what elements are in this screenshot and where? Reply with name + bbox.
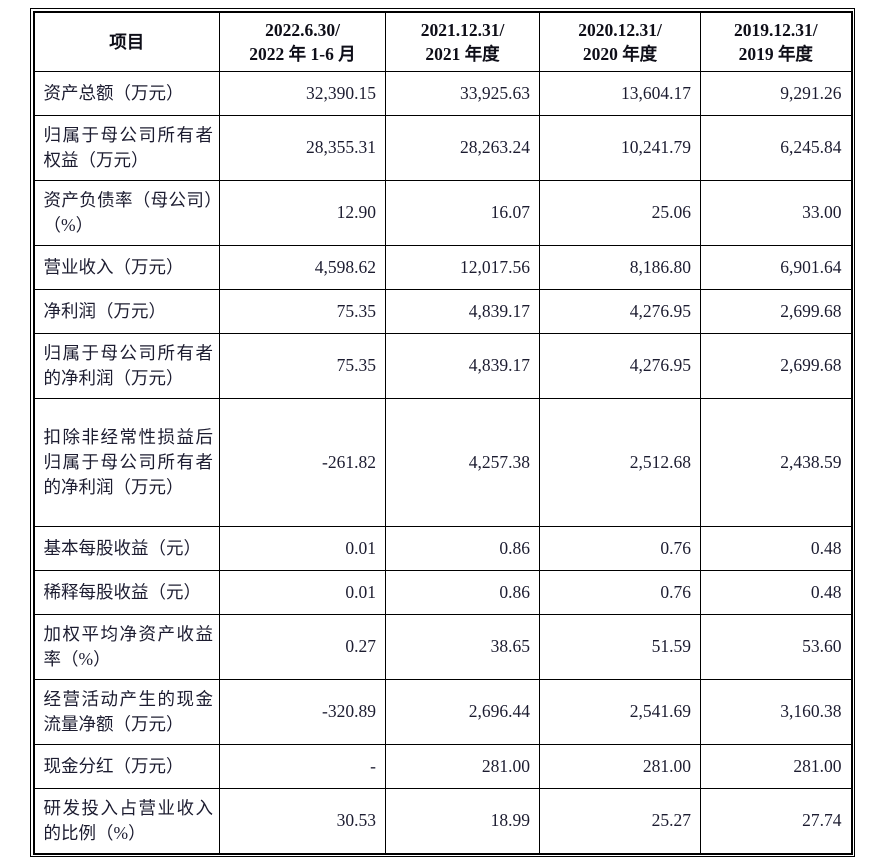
cell-value: 281.00: [539, 743, 701, 789]
cell-value: 13,604.17: [539, 70, 701, 116]
row-label: 资产总额（万元）: [33, 70, 220, 116]
column-header-2019: 2019.12.31/ 2019 年度: [700, 11, 852, 72]
cell-value: 6,245.84: [700, 114, 852, 181]
table-row-parent-equity: 归属于母公司所有者权益（万元） 28,355.31 28,263.24 10,2…: [33, 114, 852, 181]
column-header-2021: 2021.12.31/ 2021 年度: [385, 11, 540, 72]
row-label: 稀释每股收益（元）: [33, 569, 220, 615]
cell-value: 28,263.24: [385, 114, 540, 181]
cell-value: 281.00: [700, 743, 852, 789]
cell-value: 8,186.80: [539, 244, 701, 290]
row-label: 营业收入（万元）: [33, 244, 220, 290]
cell-value: 25.06: [539, 179, 701, 246]
cell-value: 0.86: [385, 525, 540, 571]
financial-summary-table: 项目 2022.6.30/ 2022 年 1-6 月 2021.12.31/ 2…: [32, 10, 853, 855]
cell-value: 9,291.26: [700, 70, 852, 116]
column-header-item: 项目: [33, 11, 220, 72]
header-period-line1: 2021.12.31/: [420, 19, 505, 40]
cell-value: 4,257.38: [385, 397, 540, 527]
cell-value: 75.35: [219, 332, 386, 399]
cell-value: 32,390.15: [219, 70, 386, 116]
row-label: 经营活动产生的现金流量净额（万元）: [33, 678, 220, 745]
table-row-basic-eps: 基本每股收益（元） 0.01 0.86 0.76 0.48: [33, 525, 852, 571]
header-row: 项目 2022.6.30/ 2022 年 1-6 月 2021.12.31/ 2…: [33, 11, 852, 72]
row-label: 扣除非经常性损益后归属于母公司所有者的净利润（万元）: [33, 397, 220, 527]
cell-value: -: [219, 743, 386, 789]
cell-value: 16.07: [385, 179, 540, 246]
cell-value: 0.48: [700, 525, 852, 571]
header-period-line2: 2021 年度: [425, 43, 500, 64]
header-period-line1: 2022.6.30/: [265, 19, 340, 40]
column-header-2020: 2020.12.31/ 2020 年度: [539, 11, 701, 72]
cell-value: 4,276.95: [539, 288, 701, 334]
cell-value: 2,438.59: [700, 397, 852, 527]
table-row-operating-cash-flow: 经营活动产生的现金流量净额（万元） -320.89 2,696.44 2,541…: [33, 678, 852, 745]
cell-value: 4,839.17: [385, 288, 540, 334]
cell-value: 51.59: [539, 613, 701, 680]
cell-value: 0.86: [385, 569, 540, 615]
row-label: 现金分红（万元）: [33, 743, 220, 789]
row-label: 归属于母公司所有者的净利润（万元）: [33, 332, 220, 399]
row-label: 资产负债率（母公司）（%）: [33, 179, 220, 246]
cell-value: 6,901.64: [700, 244, 852, 290]
table-row-diluted-eps: 稀释每股收益（元） 0.01 0.86 0.76 0.48: [33, 569, 852, 615]
cell-value: 18.99: [385, 787, 540, 854]
header-period-line2: 2020 年度: [582, 43, 658, 64]
table-row-rd-ratio: 研发投入占营业收入的比例（%） 30.53 18.99 25.27 27.74: [33, 787, 852, 854]
cell-value: 2,696.44: [385, 678, 540, 745]
row-label: 基本每股收益（元）: [33, 525, 220, 571]
table-row-debt-ratio: 资产负债率（母公司）（%） 12.90 16.07 25.06 33.00: [33, 179, 852, 246]
header-period-line1: 2019.12.31/: [733, 19, 818, 40]
cell-value: 4,598.62: [219, 244, 386, 290]
cell-value: 0.27: [219, 613, 386, 680]
cell-value: -261.82: [219, 397, 386, 527]
cell-value: 2,541.69: [539, 678, 701, 745]
table-row-weighted-roe: 加权平均净资产收益率（%） 0.27 38.65 51.59 53.60: [33, 613, 852, 680]
cell-value: -320.89: [219, 678, 386, 745]
row-label: 研发投入占营业收入的比例（%）: [33, 787, 220, 854]
table-row-total-assets: 资产总额（万元） 32,390.15 33,925.63 13,604.17 9…: [33, 70, 852, 116]
cell-value: 53.60: [700, 613, 852, 680]
cell-value: 33.00: [700, 179, 852, 246]
cell-value: 33,925.63: [385, 70, 540, 116]
cell-value: 10,241.79: [539, 114, 701, 181]
cell-value: 25.27: [539, 787, 701, 854]
cell-value: 0.76: [539, 525, 701, 571]
cell-value: 4,276.95: [539, 332, 701, 399]
header-period-line2: 2019 年度: [738, 43, 813, 64]
cell-value: 75.35: [219, 288, 386, 334]
cell-value: 12.90: [219, 179, 386, 246]
cell-value: 30.53: [219, 787, 386, 854]
row-label: 加权平均净资产收益率（%）: [33, 613, 220, 680]
cell-value: 3,160.38: [700, 678, 852, 745]
cell-value: 0.01: [219, 569, 386, 615]
document-page: 项目 2022.6.30/ 2022 年 1-6 月 2021.12.31/ 2…: [30, 8, 855, 857]
column-header-2022: 2022.6.30/ 2022 年 1-6 月: [219, 11, 386, 72]
cell-value: 2,699.68: [700, 288, 852, 334]
cell-value: 281.00: [385, 743, 540, 789]
cell-value: 0.76: [539, 569, 701, 615]
cell-value: 4,839.17: [385, 332, 540, 399]
cell-value: 0.48: [700, 569, 852, 615]
cell-value: 2,699.68: [700, 332, 852, 399]
row-label: 归属于母公司所有者权益（万元）: [33, 114, 220, 181]
table-row-deducted-net-profit: 扣除非经常性损益后归属于母公司所有者的净利润（万元） -261.82 4,257…: [33, 397, 852, 527]
cell-value: 28,355.31: [219, 114, 386, 181]
table-row-revenue: 营业收入（万元） 4,598.62 12,017.56 8,186.80 6,9…: [33, 244, 852, 290]
header-period-line2: 2022 年 1-6 月: [249, 43, 356, 64]
header-period-line1: 2020.12.31/: [578, 19, 662, 40]
financial-summary-table-frame: 项目 2022.6.30/ 2022 年 1-6 月 2021.12.31/ 2…: [30, 8, 855, 857]
cell-value: 27.74: [700, 787, 852, 854]
table-row-net-profit: 净利润（万元） 75.35 4,839.17 4,276.95 2,699.68: [33, 288, 852, 334]
table-row-parent-net-profit: 归属于母公司所有者的净利润（万元） 75.35 4,839.17 4,276.9…: [33, 332, 852, 399]
cell-value: 12,017.56: [385, 244, 540, 290]
cell-value: 0.01: [219, 525, 386, 571]
cell-value: 38.65: [385, 613, 540, 680]
table-row-cash-dividend: 现金分红（万元） - 281.00 281.00 281.00: [33, 743, 852, 789]
row-label: 净利润（万元）: [33, 288, 220, 334]
cell-value: 2,512.68: [539, 397, 701, 527]
